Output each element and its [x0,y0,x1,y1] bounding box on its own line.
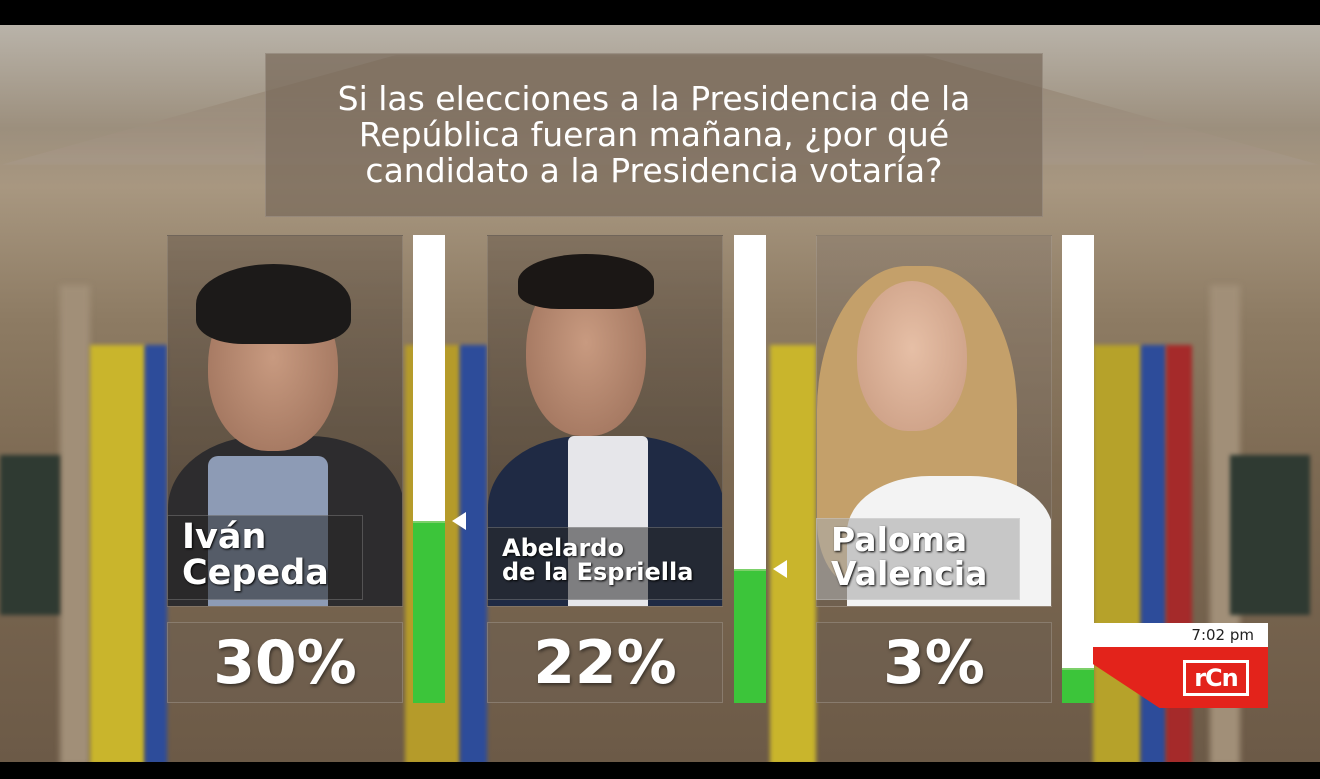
column [60,285,90,762]
bar-marker-arrow [452,511,466,530]
bar-fill [413,520,445,703]
bar-track [413,235,445,703]
bar-fill [734,569,766,703]
window [1230,455,1310,615]
hair [196,264,351,344]
face [857,281,967,431]
candidate-name: Iván Cepeda [167,515,363,600]
flag-yellow [1093,345,1141,762]
bar-marker-arrow [773,560,787,579]
bar-track [1062,235,1094,703]
name-line: Valencia [831,553,988,593]
flag-yellow [770,345,816,762]
flag-blue [145,345,167,762]
name-line: Abelardo [502,534,624,562]
name-line: Paloma [831,520,968,559]
hair [518,254,654,309]
window [0,455,60,615]
percent-label: 30% [167,622,403,703]
percent-label: 22% [487,622,723,703]
flag-blue [460,345,487,762]
bar-fill [1062,668,1094,703]
flag-yellow [90,345,145,762]
poll-question: Si las elecciones a la Presidencia de la… [265,53,1043,217]
candidate-name: Abelardo de la Espriella [487,527,723,600]
percent-label: 3% [816,622,1052,703]
name-line: Cepeda [182,552,329,593]
bar-track [734,235,766,703]
broadcast-clock: 7:02 pm [1093,623,1268,647]
candidate-name: Paloma Valencia [816,518,1020,600]
rcn-logo: rCn [1183,660,1249,696]
name-line: de la Espriella [502,558,694,587]
name-line: Iván [182,517,267,557]
